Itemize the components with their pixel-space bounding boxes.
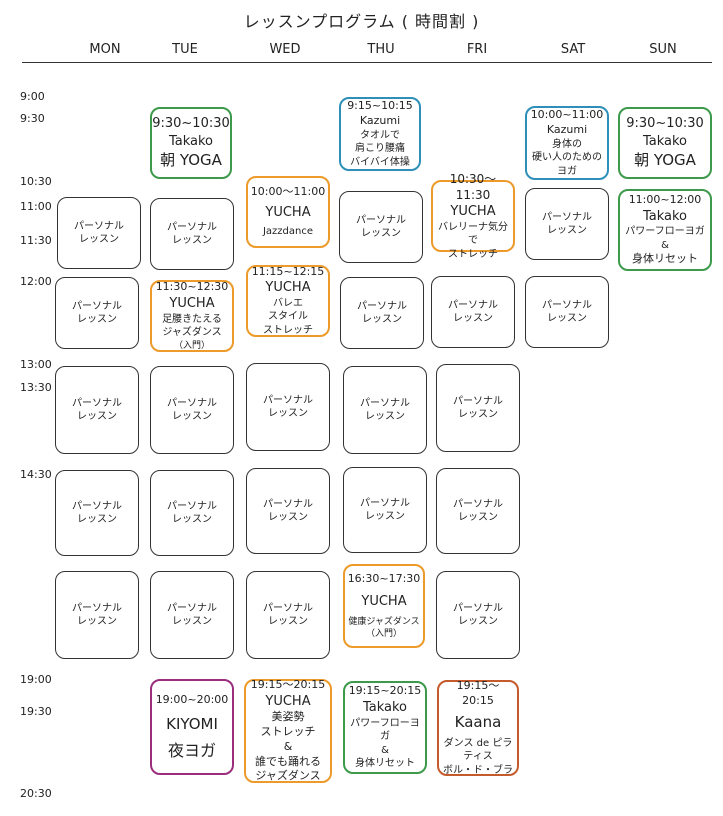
personal-lesson-card[interactable]: パーソナル レッスン <box>339 191 423 263</box>
personal-lesson-card[interactable]: パーソナル レッスン <box>57 197 141 269</box>
personal-lesson-card[interactable]: パーソナル レッスン <box>150 470 234 556</box>
personal-lesson-card[interactable]: パーソナル レッスン <box>525 276 609 348</box>
day-wed: WED <box>269 42 301 57</box>
lesson-card-thu-915[interactable]: 9:15~10:15 Kazumi タオルで 肩こり腰痛 バイバイ体操 <box>339 97 421 171</box>
time-label: 9:30 <box>20 112 45 125</box>
day-thu: THU <box>367 42 395 57</box>
lesson-card-tue-930[interactable]: 9:30~10:30 Takako 朝 YOGA <box>150 107 232 179</box>
lesson-card-wed-1915[interactable]: 19:15～20:15 YUCHA 美姿勢 ストレッチ & 誰でも踊れる ジャズ… <box>244 678 332 783</box>
header-divider <box>22 62 712 63</box>
time-label: 10:30 <box>20 175 52 188</box>
time-label: 19:00 <box>20 673 52 686</box>
personal-lesson-card[interactable]: パーソナル レッスン <box>436 468 520 554</box>
day-sun: SUN <box>649 42 677 57</box>
personal-lesson-card[interactable]: パーソナル レッスン <box>55 366 139 454</box>
day-header-row: MON TUE WED THU FRI SAT SUN <box>0 42 723 62</box>
personal-lesson-card[interactable]: パーソナル レッスン <box>246 468 330 554</box>
day-mon: MON <box>89 42 121 57</box>
day-fri: FRI <box>466 42 488 57</box>
lesson-card-thu-1630[interactable]: 16:30~17:30 YUCHA 健康ジャズダンス （入門） <box>343 564 425 648</box>
personal-lesson-card[interactable]: パーソナル レッスン <box>150 198 234 270</box>
personal-lesson-card[interactable]: パーソナル レッスン <box>55 470 139 556</box>
lesson-card-sat-1000[interactable]: 10:00~11:00 Kazumi 身体の 硬い人のための ヨガ <box>525 106 609 180</box>
time-label: 9:00 <box>20 90 45 103</box>
personal-lesson-card[interactable]: パーソナル レッスン <box>150 366 234 454</box>
lesson-card-tue-1900[interactable]: 19:00~20:00 KIYOMI 夜ヨガ <box>150 679 234 775</box>
lesson-card-fri-1915[interactable]: 19:15～20:15 Kaana ダンス de ピラティス ボル・ド・ブラ <box>437 679 519 776</box>
personal-lesson-card[interactable]: パーソナル レッスン <box>343 366 427 454</box>
personal-lesson-card[interactable]: パーソナル レッスン <box>431 276 515 348</box>
lesson-card-tue-1130[interactable]: 11:30~12:30 YUCHA 足腰きたえる ジャズダンス （入門） <box>150 280 234 352</box>
lesson-card-sun-1100[interactable]: 11:00~12:00 Takako パワーフローヨガ & 身体リセット <box>618 189 712 271</box>
personal-lesson-card[interactable]: パーソナル レッスン <box>525 188 609 260</box>
day-tue: TUE <box>172 42 198 57</box>
personal-lesson-card[interactable]: パーソナル レッスン <box>436 364 520 452</box>
page-title: レッスンプログラム ( 時間割 ) <box>243 12 480 31</box>
time-label: 11:30 <box>20 234 52 247</box>
time-label: 13:30 <box>20 381 52 394</box>
time-label: 11:00 <box>20 200 52 213</box>
time-label: 13:00 <box>20 358 52 371</box>
personal-lesson-card[interactable]: パーソナル レッスン <box>340 277 424 349</box>
time-label: 14:30 <box>20 468 52 481</box>
personal-lesson-card[interactable]: パーソナル レッスン <box>150 571 234 659</box>
lesson-card-thu-1915[interactable]: 19:15~20:15 Takako パワーフローヨガ & 身体リセット <box>343 681 427 774</box>
time-label: 12:00 <box>20 275 52 288</box>
personal-lesson-card[interactable]: パーソナル レッスン <box>55 571 139 659</box>
personal-lesson-card[interactable]: パーソナル レッスン <box>55 277 139 349</box>
time-label: 19:30 <box>20 705 52 718</box>
time-label: 20:30 <box>20 787 52 800</box>
lesson-card-wed-1000[interactable]: 10:00～11:00 YUCHA Jazzdance <box>246 176 330 248</box>
personal-lesson-card[interactable]: パーソナル レッスン <box>436 571 520 659</box>
personal-lesson-card[interactable]: パーソナル レッスン <box>246 571 330 659</box>
personal-lesson-card[interactable]: パーソナル レッスン <box>246 363 330 451</box>
day-sat: SAT <box>560 42 586 57</box>
personal-lesson-card[interactable]: パーソナル レッスン <box>343 467 427 553</box>
lesson-card-wed-1115[interactable]: 11:15~12:15 YUCHA バレエ スタイル ストレッチ <box>246 265 330 337</box>
lesson-card-sun-930[interactable]: 9:30~10:30 Takako 朝 YOGA <box>618 107 712 179</box>
lesson-card-fri-1030[interactable]: 10:30～11:30 YUCHA バレリーナ気分で ストレッチ <box>431 172 515 260</box>
